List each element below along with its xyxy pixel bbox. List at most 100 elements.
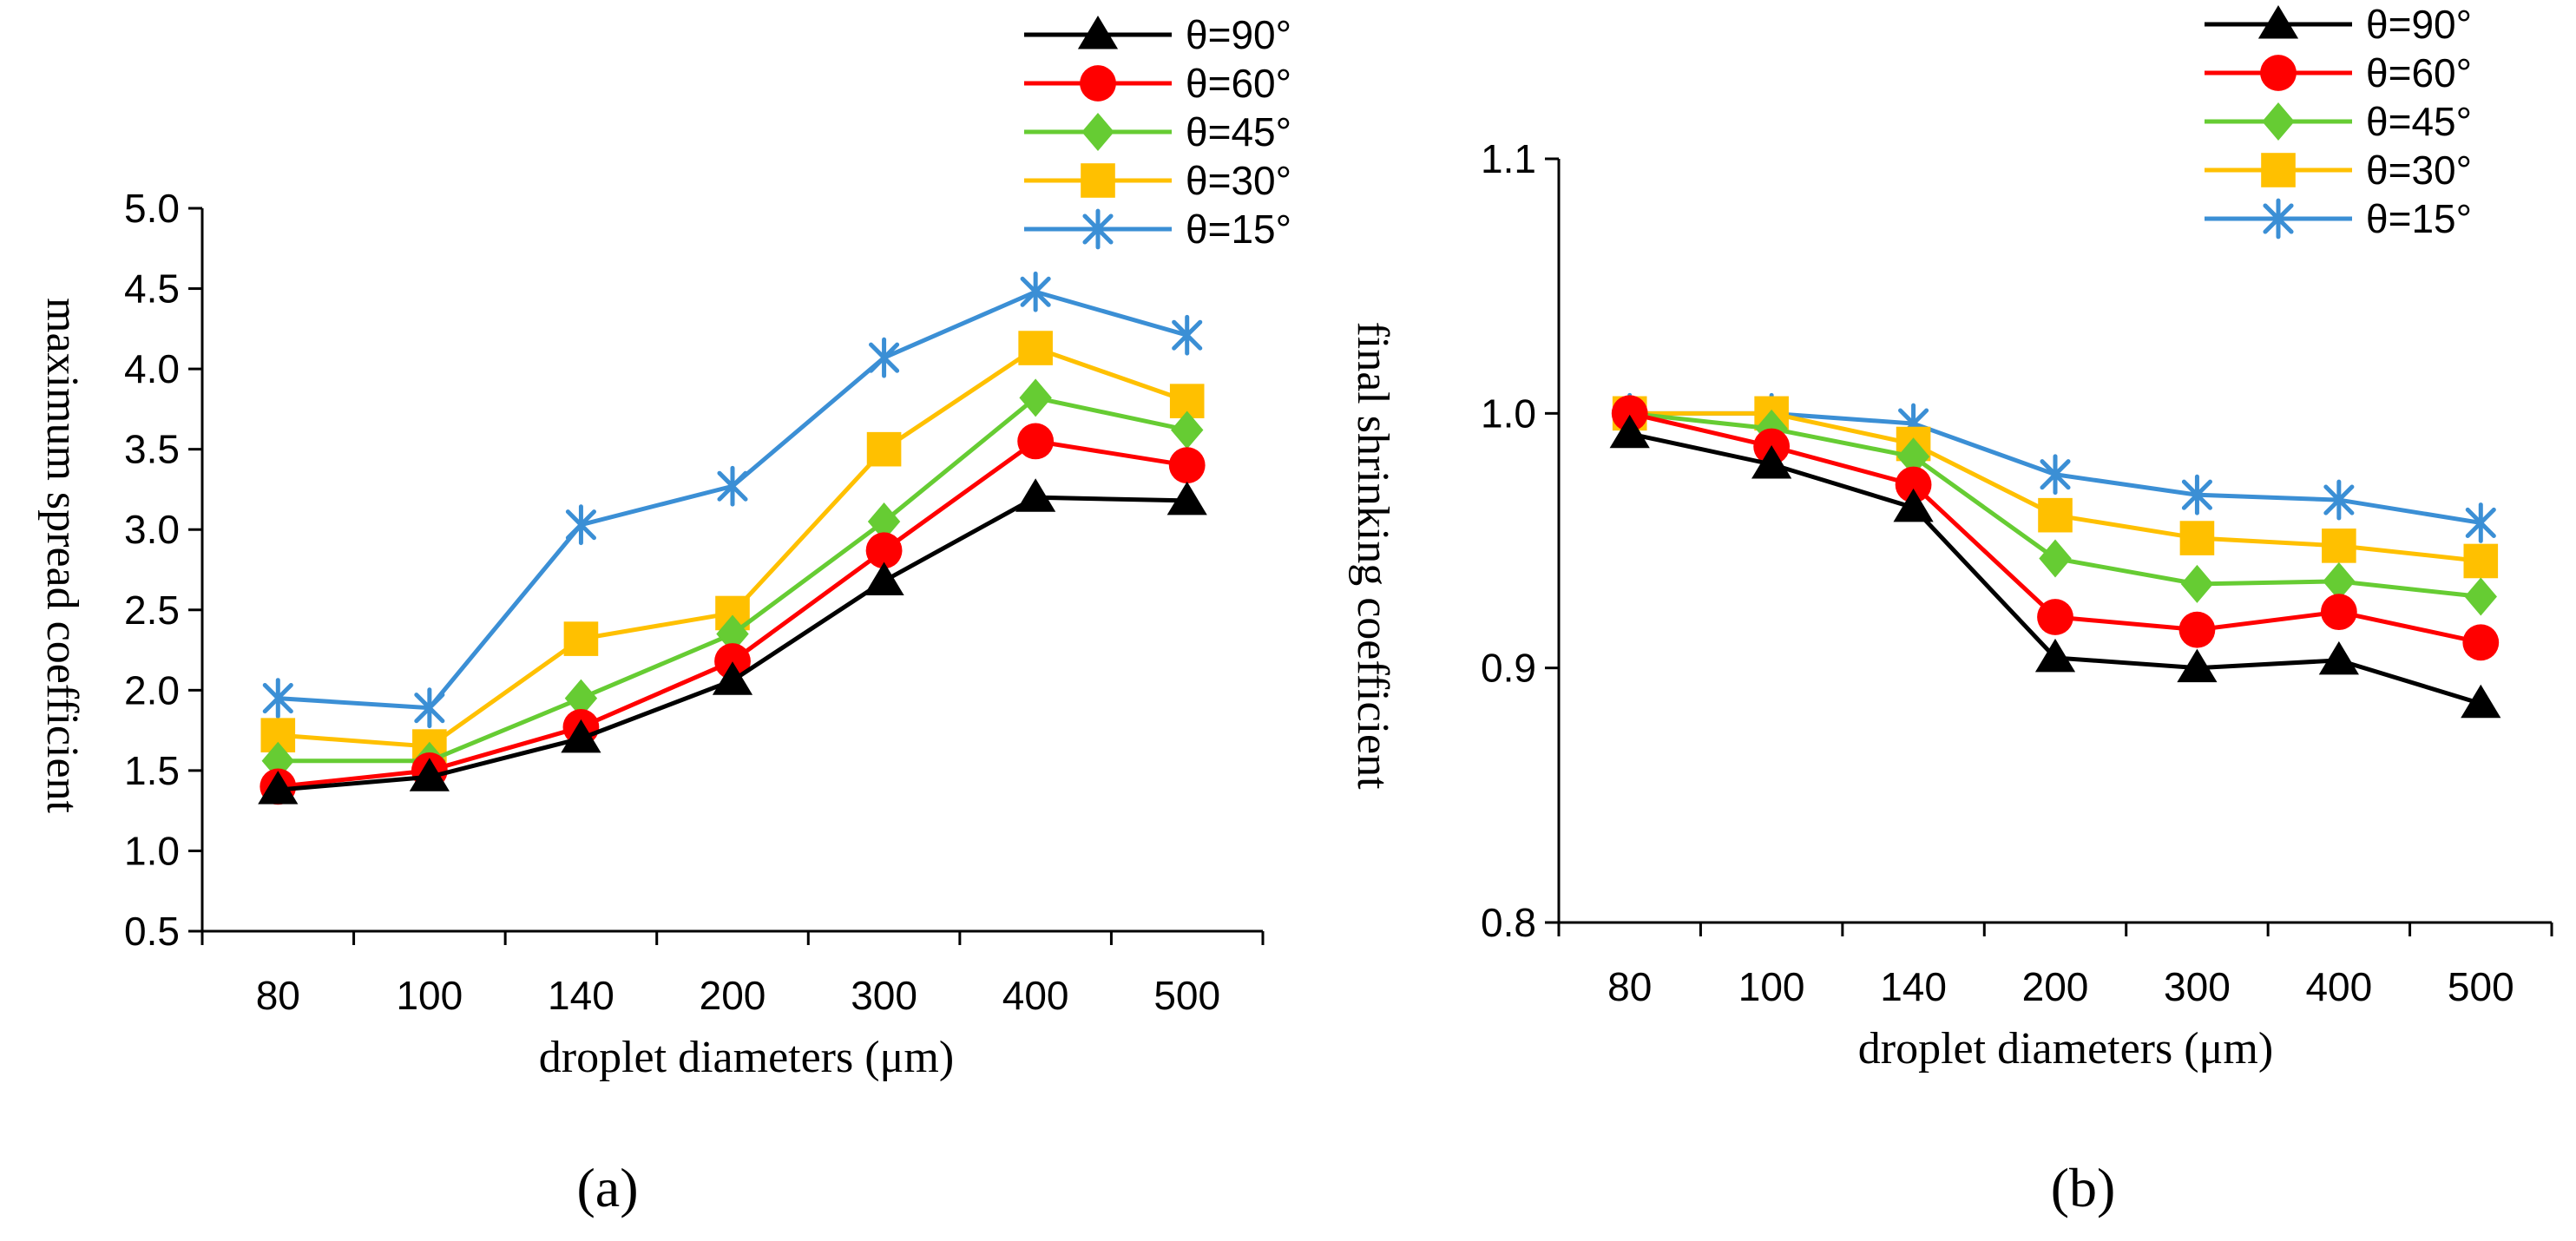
- data-point: [2465, 502, 2496, 543]
- data-point: [1751, 445, 1792, 479]
- data-point: [717, 465, 748, 507]
- data-point: [2038, 497, 2073, 533]
- y-tick-label: 0.8: [1481, 900, 1536, 945]
- y-axis-title: final shrinking coefficient: [1348, 321, 1397, 790]
- legend-marker: [2261, 153, 2296, 187]
- y-tick-label: 0.5: [124, 909, 180, 954]
- y-tick-label: 2.5: [124, 588, 180, 633]
- legend-marker: [1077, 16, 1119, 49]
- data-point-stroke: [2040, 459, 2071, 490]
- data-point-stroke: [2465, 507, 2496, 539]
- x-tick-label: 500: [2448, 964, 2514, 1009]
- data-point: [2178, 611, 2216, 648]
- legend-label: θ=60°: [1186, 61, 1291, 106]
- data-point-stroke: [1172, 319, 1203, 351]
- data-point: [2177, 648, 2218, 683]
- data-point-stroke: [1020, 276, 1051, 307]
- data-point: [869, 337, 900, 378]
- data-point: [2318, 640, 2359, 675]
- data-point: [1896, 437, 1930, 476]
- data-point: [1172, 314, 1203, 356]
- data-point: [564, 679, 598, 718]
- y-tick-label: 2.0: [124, 667, 180, 712]
- data-point: [1020, 271, 1051, 312]
- data-point-stroke: [869, 342, 900, 373]
- data-point: [1017, 423, 1055, 460]
- legend-entry: θ=60°: [2205, 50, 2472, 95]
- legend-marker-stroke: [2263, 203, 2294, 234]
- data-point: [2461, 684, 2501, 719]
- data-point: [2323, 479, 2355, 521]
- data-point: [1168, 447, 1206, 484]
- data-point: [865, 532, 903, 569]
- data-point: [864, 561, 904, 595]
- data-point: [1611, 395, 1648, 432]
- series-1: [258, 478, 1207, 804]
- x-axis-title: droplet diameters (μm): [1858, 1024, 2273, 1074]
- x-tick-label: 300: [2164, 964, 2231, 1009]
- data-point: [1166, 481, 1207, 515]
- data-point: [1609, 414, 1650, 449]
- data-point: [2039, 539, 2072, 578]
- x-tick-label: 400: [2305, 964, 2372, 1009]
- data-point: [1019, 378, 1052, 417]
- data-point: [2181, 474, 2212, 515]
- data-point: [866, 431, 902, 467]
- y-tick-label: 1.0: [124, 828, 180, 873]
- data-point: [565, 504, 596, 546]
- legend-label: θ=90°: [1186, 12, 1291, 57]
- x-tick-label: 300: [851, 973, 917, 1018]
- legend-marker: [2257, 5, 2299, 39]
- x-tick-label: 100: [1738, 964, 1805, 1009]
- panel-a: 0.5 1.0 1.5 2.0 2.5 3.0 3.5 4.0 4.5 5.0 80 100 140 20…: [37, 12, 1291, 1218]
- x-tick-label: 200: [2022, 964, 2089, 1009]
- data-point: [2464, 577, 2497, 616]
- data-point: [414, 687, 445, 729]
- legend-marker: [1081, 163, 1115, 198]
- data-point-stroke: [262, 683, 293, 714]
- data-point: [409, 758, 450, 791]
- x-tick-label: 400: [1002, 973, 1069, 1018]
- legend-label: θ=45°: [2366, 99, 2472, 144]
- data-point: [1895, 466, 1932, 503]
- data-point: [2040, 454, 2071, 496]
- y-axis-title: maximum spread coefficient: [37, 298, 87, 813]
- legend-entry: θ=90°: [2205, 2, 2472, 47]
- panel-label: (a): [576, 1157, 638, 1218]
- legend-entry: θ=30°: [1024, 158, 1291, 203]
- data-point: [2463, 543, 2499, 579]
- panel-b: 0.8 0.9 1.0 1.1 80 100 140 200 300 400 500 droplet …: [1348, 2, 2553, 1218]
- y-tick-label: 1.1: [1481, 136, 1536, 181]
- legend-marker: [1081, 113, 1114, 151]
- y-tick-label: 3.5: [124, 427, 180, 472]
- legend-entry: θ=90°: [1024, 12, 1291, 57]
- x-tick-label: 200: [700, 973, 766, 1018]
- series-1: [1609, 414, 2501, 719]
- data-point: [712, 661, 753, 695]
- data-point: [867, 502, 901, 541]
- legend-label: θ=15°: [1186, 207, 1291, 252]
- data-point: [716, 614, 749, 653]
- data-point-stroke: [565, 509, 596, 541]
- legend-entry: θ=15°: [2205, 196, 2472, 241]
- y-tick-label: 0.9: [1481, 646, 1536, 691]
- data-point-stroke: [2181, 479, 2212, 510]
- legend-label: θ=60°: [2366, 50, 2472, 95]
- data-point: [2037, 599, 2073, 635]
- series-5: [262, 271, 1203, 729]
- y-tick-label: 4.5: [124, 266, 180, 312]
- x-tick-label: 140: [1880, 964, 1947, 1009]
- data-point-stroke: [717, 470, 748, 502]
- y-tick-label: 4.0: [124, 346, 180, 391]
- x-tick-label: 100: [396, 973, 463, 1018]
- legend-entry: θ=45°: [2205, 99, 2472, 144]
- legend: θ=90°θ=60°θ=45°θ=30°θ=15°: [2205, 2, 2472, 241]
- y-tick-label: 3.0: [124, 507, 180, 552]
- x-axis-title: droplet diameters (μm): [539, 1033, 954, 1082]
- legend-label: θ=30°: [2366, 148, 2472, 193]
- data-point: [2180, 564, 2214, 603]
- legend-label: θ=15°: [2366, 196, 2472, 241]
- data-point: [2462, 624, 2500, 661]
- y-tick-label: 5.0: [124, 186, 180, 231]
